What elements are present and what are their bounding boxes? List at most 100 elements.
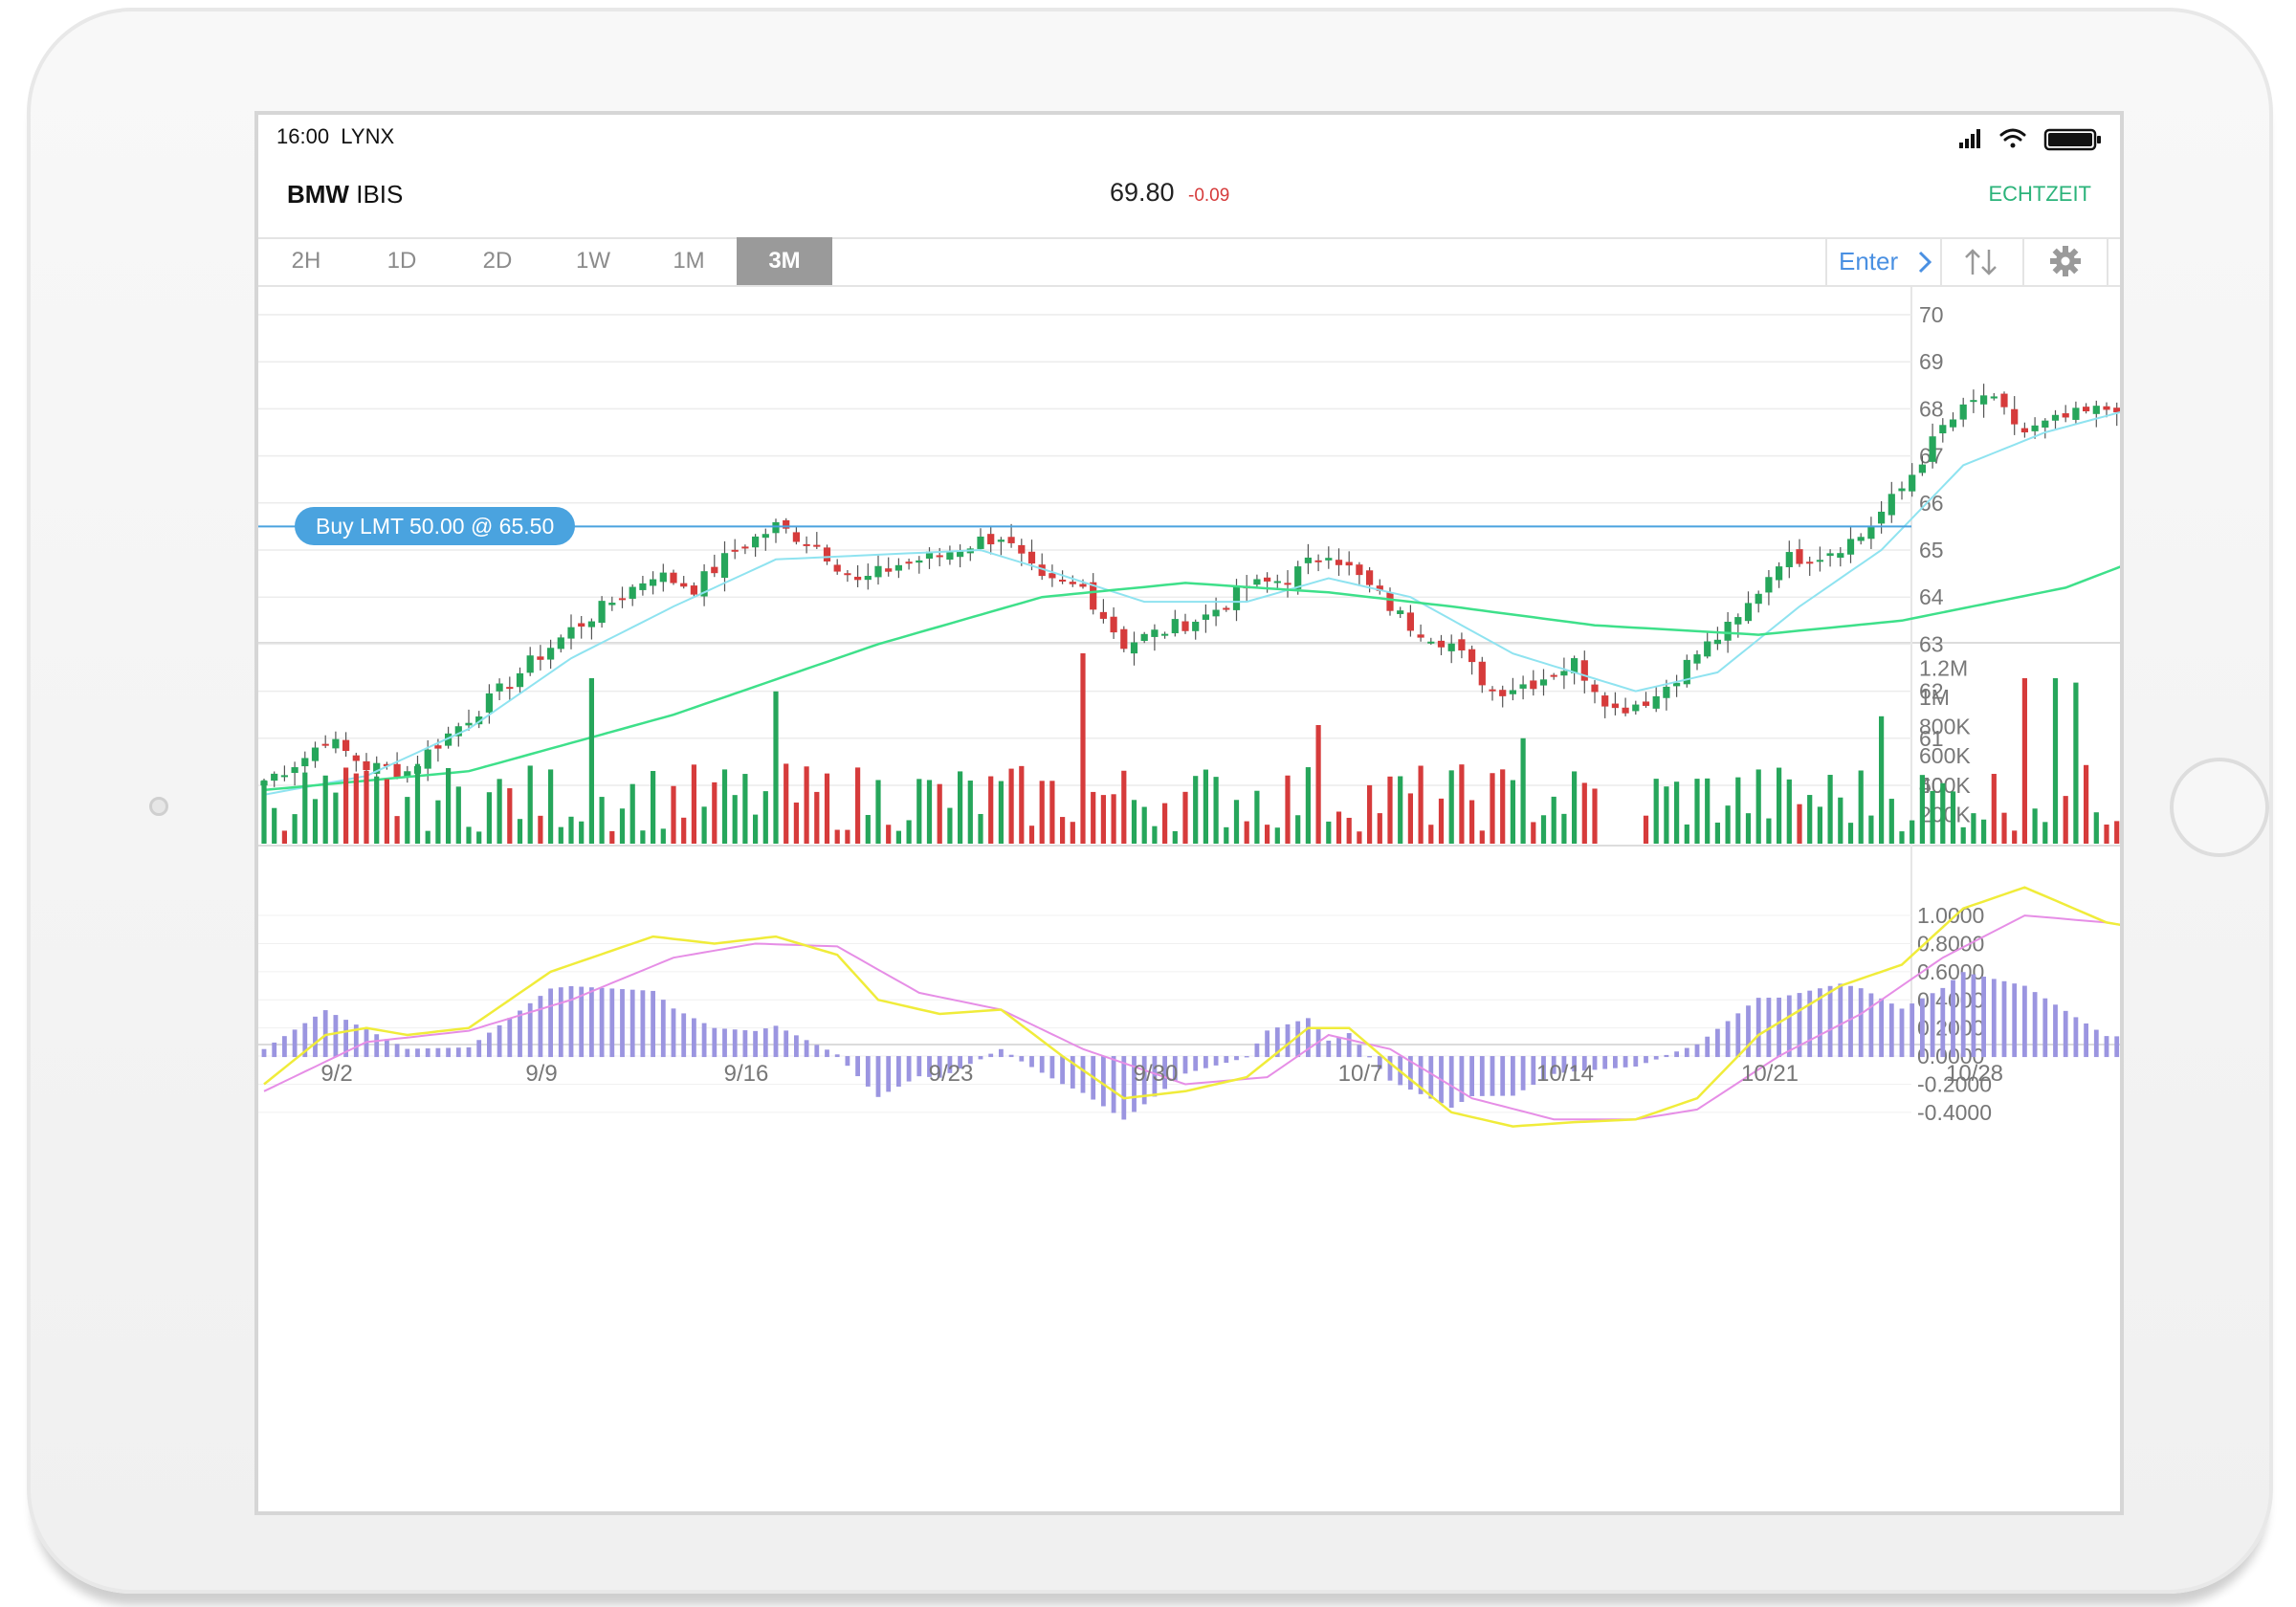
macd-histogram-bar <box>2053 1004 2058 1058</box>
volume-bar <box>1500 769 1506 844</box>
macd-histogram-bar <box>1162 1056 1167 1090</box>
candle <box>1724 622 1732 641</box>
volume-bar <box>1131 800 1137 844</box>
tab-1m[interactable]: 1M <box>673 248 705 274</box>
tab-1w[interactable]: 1W <box>576 248 610 274</box>
candle <box>2042 420 2049 428</box>
volume-bar <box>1336 811 1342 844</box>
volume-bar <box>272 807 277 844</box>
macd-histogram-bar <box>742 1030 748 1058</box>
macd-histogram-bar <box>1674 1051 1679 1058</box>
macd-histogram-bar <box>1295 1021 1301 1058</box>
candle <box>1734 617 1742 625</box>
macd-histogram-bar <box>1511 1056 1515 1096</box>
macd-histogram-bar <box>1572 1056 1577 1072</box>
tab-2h[interactable]: 2H <box>291 248 321 274</box>
candle <box>373 762 381 774</box>
volume-bar <box>773 691 779 844</box>
volume-bar <box>1572 771 1578 844</box>
x-tick-label: 10/14 <box>1536 1061 1594 1087</box>
candle <box>465 722 473 726</box>
home-button[interactable] <box>2170 758 2269 857</box>
volume-bar <box>1960 826 1966 844</box>
volume-tick-label: 600K <box>1919 743 1971 768</box>
candle <box>1345 561 1353 566</box>
macd-histogram-bar <box>343 1020 348 1058</box>
sort-up-down-icon <box>1965 249 1997 275</box>
volume-bar <box>384 779 389 844</box>
volume-bar <box>1674 781 1680 844</box>
candle <box>1837 553 1844 559</box>
tab-3m[interactable]: 3M <box>737 237 832 285</box>
order-line-label[interactable]: Buy LMT 50.00 @ 65.50 <box>295 507 576 545</box>
macd-histogram-bar <box>671 1008 676 1058</box>
candle <box>1007 537 1015 543</box>
candle <box>1530 680 1537 690</box>
macd-histogram-bar <box>435 1047 441 1058</box>
enter-order-button[interactable]: Enter <box>1825 237 1942 285</box>
volume-bar <box>855 767 861 844</box>
candle <box>1079 583 1087 587</box>
volume-bar <box>1448 770 1454 844</box>
candles <box>260 384 2120 799</box>
volume-bar <box>1049 781 1055 844</box>
price-change: -0.09 <box>1188 186 1230 206</box>
volume-bar <box>681 817 687 844</box>
candle <box>1325 558 1333 561</box>
macd-histogram-bar <box>1520 1056 1526 1090</box>
candle <box>1601 695 1609 707</box>
macd-histogram-bar <box>1408 1056 1413 1090</box>
candle <box>557 637 564 649</box>
macd-histogram-bar <box>1777 997 1781 1058</box>
volume-bar <box>762 791 768 844</box>
price-tick-label: 64 <box>1919 584 1944 609</box>
candle <box>629 586 636 599</box>
macd-histogram-bar <box>1561 1056 1567 1073</box>
volume-bar <box>343 767 349 844</box>
macd-histogram-bar <box>794 1035 799 1058</box>
macd-histogram-bar <box>1070 1056 1075 1089</box>
candle <box>404 771 411 777</box>
macd-histogram-bar <box>1428 1056 1434 1099</box>
volume-bar <box>1254 790 1260 844</box>
macd-histogram-bar <box>651 990 655 1058</box>
macd-histogram-bar <box>466 1046 472 1058</box>
volume-bar <box>967 781 973 844</box>
volume-bar <box>1520 737 1526 844</box>
instrument-name[interactable]: BMW IBIS <box>287 180 403 209</box>
macd-histogram-bar <box>1080 1056 1086 1093</box>
sort-button[interactable] <box>1940 237 2024 285</box>
volume-bar <box>1121 770 1127 844</box>
macd-histogram-bar <box>405 1048 410 1058</box>
price-tick-label: 66 <box>1919 491 1944 516</box>
volume-bar <box>712 781 718 844</box>
volume-bar <box>845 829 850 844</box>
macd-histogram-bar <box>1049 1056 1055 1079</box>
candle <box>342 739 350 752</box>
settings-button[interactable] <box>2024 237 2108 285</box>
tab-1d[interactable]: 1D <box>386 248 417 274</box>
candle <box>1099 611 1107 619</box>
macd-histogram-bar <box>1623 1056 1628 1068</box>
candle <box>1284 583 1292 585</box>
macd-histogram-bar <box>1008 1054 1014 1058</box>
macd-histogram-bar <box>609 988 615 1058</box>
volume-bar <box>793 803 799 844</box>
macd-histogram-bar <box>967 1056 973 1065</box>
tab-2d[interactable]: 2D <box>482 248 513 274</box>
volume-bar <box>1490 773 1495 844</box>
macd-histogram-bar <box>762 1028 768 1058</box>
macd-histogram-bar <box>2114 1036 2120 1058</box>
volume-bar <box>1919 775 1925 844</box>
macd-histogram-bar <box>1827 985 1833 1058</box>
macd-histogram-bar <box>1459 1056 1465 1102</box>
macd-histogram-bar <box>1039 1056 1045 1073</box>
candle <box>650 579 657 586</box>
candle <box>1049 573 1056 579</box>
candle <box>1663 686 1670 698</box>
macd-histogram-bar <box>518 1010 522 1058</box>
quote-header: BMW IBIS 69.80 -0.09 ECHTZEIT <box>258 163 2120 239</box>
volume-bar <box>455 786 461 844</box>
macd-tick-label: -0.2000 <box>1917 1071 1992 1096</box>
chart-area[interactable]: 70696867666564636261601.2M1M800K600K400K… <box>258 287 2120 1511</box>
